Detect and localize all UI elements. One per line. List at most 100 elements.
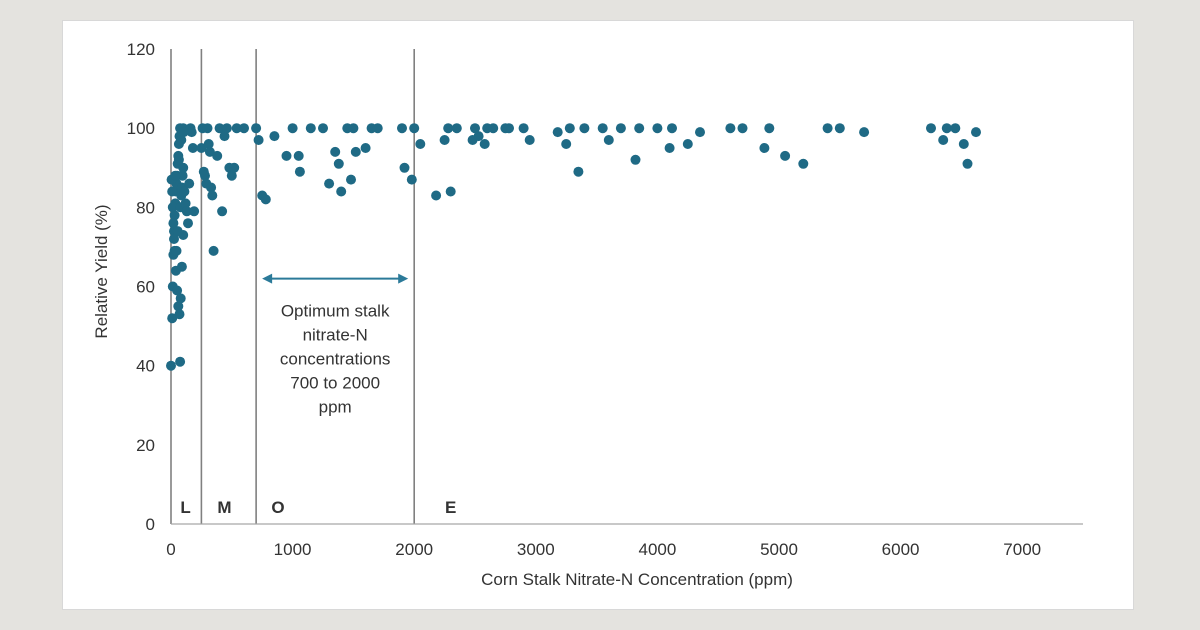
data-point [938, 135, 949, 145]
data-point [167, 313, 178, 324]
data-point [305, 123, 316, 134]
data-point [971, 127, 981, 138]
zone-boundary-lines [170, 49, 416, 524]
data-point [962, 158, 973, 169]
x-tick-label: 6000 [882, 540, 920, 559]
data-point [552, 127, 563, 138]
data-point [167, 186, 178, 197]
annotation-text-line: nitrate-N [303, 326, 368, 345]
data-point [186, 127, 197, 138]
annotation-arrowhead-left [262, 273, 273, 284]
y-tick-label: 20 [136, 436, 155, 455]
annotation-text-line: ppm [319, 398, 352, 417]
data-point [176, 135, 187, 145]
scatter-chart: 0 1000 2000 3000 4000 5000 6000 7000 0 20 40 60 80 10… [92, 40, 1083, 589]
data-point [667, 123, 677, 134]
data-point [203, 139, 214, 149]
x-tick-label: 4000 [638, 540, 676, 559]
data-points [166, 123, 981, 371]
data-point [196, 143, 207, 153]
data-point [431, 190, 442, 201]
data-point [682, 139, 693, 149]
data-point [175, 356, 186, 367]
data-point [473, 131, 484, 142]
annotation-text-line: concentrations [280, 350, 391, 369]
data-point [169, 234, 179, 244]
data-point [336, 186, 347, 197]
data-point [170, 170, 181, 181]
zone-label: L [180, 498, 190, 517]
data-point [231, 123, 242, 134]
data-point [451, 123, 462, 134]
data-point [166, 360, 176, 371]
x-axis-title: Corn Stalk Nitrate-N Concentration (ppm) [481, 570, 793, 589]
data-point [834, 123, 845, 134]
data-point [171, 245, 182, 256]
data-point [350, 146, 361, 157]
data-point [725, 123, 736, 134]
data-point [330, 146, 341, 157]
data-point [603, 135, 614, 145]
y-tick-label: 80 [136, 198, 155, 217]
x-tick-label: 2000 [395, 540, 433, 559]
data-point [950, 123, 961, 134]
data-point [181, 206, 192, 217]
tick-labels: 0 1000 2000 3000 4000 5000 6000 7000 0 20 40 60 80 10… [127, 40, 1041, 559]
data-point [439, 135, 450, 145]
data-point [251, 123, 262, 134]
data-point [479, 139, 490, 149]
x-tick-label: 7000 [1003, 540, 1041, 559]
data-point [174, 309, 185, 320]
data-point [397, 123, 407, 134]
data-point [372, 123, 383, 134]
data-point [226, 170, 237, 181]
data-point [253, 135, 264, 145]
data-point [561, 139, 572, 149]
data-point [173, 154, 184, 165]
zone-label: E [445, 498, 456, 517]
data-point [173, 301, 184, 312]
data-point [180, 198, 191, 209]
x-tick-label: 5000 [760, 540, 798, 559]
data-point [293, 150, 304, 161]
data-point [759, 143, 770, 153]
zone-label: M [217, 498, 231, 517]
data-point [184, 178, 195, 189]
y-tick-label: 100 [127, 119, 155, 138]
x-tick-label: 1000 [274, 540, 312, 559]
data-point [941, 123, 952, 134]
data-point [926, 123, 936, 134]
data-point [518, 123, 529, 134]
data-point [780, 150, 791, 161]
data-point [168, 218, 179, 229]
data-point [167, 202, 178, 213]
annotation-text-line: 700 to 2000 [290, 374, 380, 393]
data-point [206, 182, 217, 193]
data-point [360, 143, 371, 153]
data-point [415, 139, 426, 149]
data-point [409, 123, 420, 134]
data-point [822, 123, 833, 134]
data-point [324, 178, 335, 189]
data-point [189, 206, 200, 217]
chart-card: 0 1000 2000 3000 4000 5000 6000 7000 0 20 40 60 80 10… [62, 20, 1134, 610]
annotation-arrowhead-right [398, 273, 409, 284]
y-axis-title: Relative Yield (%) [92, 204, 111, 338]
data-point [169, 210, 180, 221]
data-point [178, 162, 189, 173]
data-point [318, 123, 328, 134]
data-point [859, 127, 870, 138]
data-point [229, 162, 240, 173]
data-point [958, 139, 969, 149]
y-tick-label: 60 [136, 278, 155, 297]
data-point [504, 123, 514, 134]
data-point [172, 285, 183, 296]
data-point [406, 174, 417, 185]
data-point [524, 135, 535, 145]
data-point [219, 131, 230, 142]
data-point [172, 226, 183, 237]
data-point [634, 123, 645, 134]
annotation-text-line: Optimum stalk [281, 302, 390, 321]
data-point [177, 170, 188, 181]
